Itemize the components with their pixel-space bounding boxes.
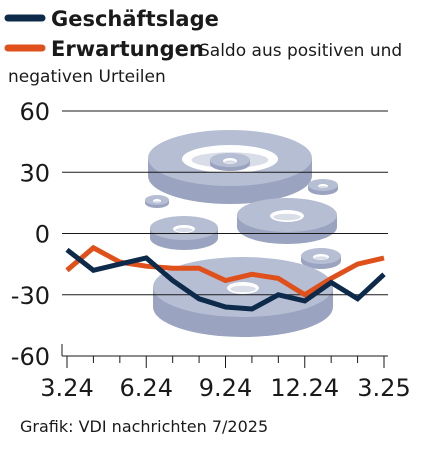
x-tick-label: 3.25: [357, 374, 410, 402]
y-tick-label: -60: [11, 343, 50, 371]
source-credit: Grafik: VDI nachrichten 7/2025: [20, 417, 268, 436]
x-tick-label: 6.24: [120, 374, 173, 402]
legend-item-erwartungen: Erwartungen Saldo aus positiven und: [4, 37, 402, 61]
washer-medium-right: [237, 198, 337, 244]
y-tick-label: 0: [35, 221, 50, 249]
series-lines: [65, 244, 386, 312]
legend-note-line-2: negativen Urteilen: [8, 67, 166, 87]
y-tick-label: 30: [19, 159, 50, 187]
x-tick-label: 9.24: [199, 374, 252, 402]
legend-label-geschaeftslage: Geschäftslage: [51, 7, 219, 31]
y-tick-label: 60: [19, 98, 50, 126]
x-tick-label: 12.24: [270, 374, 339, 402]
washer-small-center: [210, 153, 250, 171]
washer-small-right: [301, 248, 341, 269]
legend-label-erwartungen: Erwartungen: [51, 37, 204, 61]
y-tick-label: -30: [11, 282, 50, 310]
washer-tiny-left: [145, 195, 169, 208]
x-axis: 3.24 6.24 9.24 12.24 3.25: [40, 344, 411, 402]
x-tick-label: 3.24: [40, 374, 93, 402]
legend-item-geschaeftslage: Geschäftslage: [4, 7, 219, 31]
y-axis-tick-labels: 60 30 0 -30 -60: [11, 98, 50, 371]
washer-tiny-right: [308, 179, 338, 195]
legend-note-line-1: Saldo aus positiven und: [199, 41, 402, 61]
legend: Geschäftslage Erwartungen Saldo aus posi…: [4, 7, 402, 87]
series-line-geschaeftslage: [65, 247, 386, 312]
